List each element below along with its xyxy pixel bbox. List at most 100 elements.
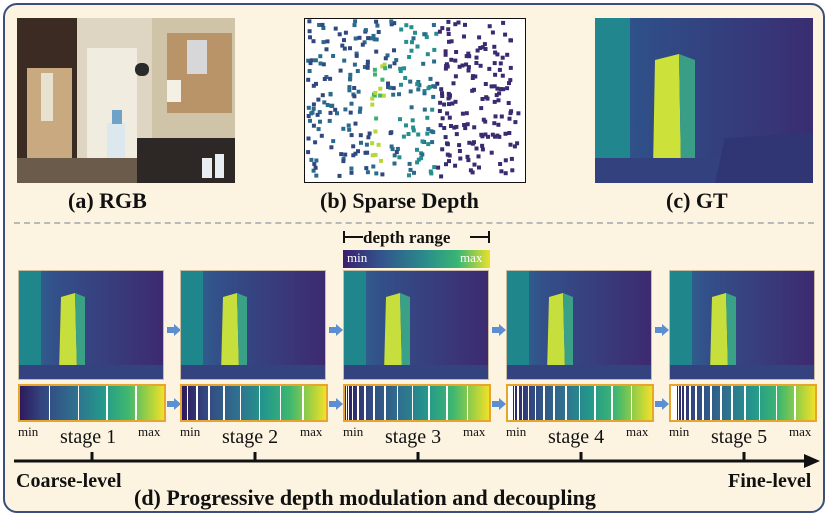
sparse-depth-point [388, 64, 392, 69]
sparse-depth-point [409, 25, 414, 30]
sparse-depth-point [342, 58, 347, 63]
sparse-depth-point [493, 72, 498, 77]
sparse-depth-point [445, 111, 450, 116]
sparse-depth-point [404, 39, 409, 44]
sparse-depth-point [319, 133, 324, 138]
sparse-depth-point [306, 58, 311, 63]
depth-range-label: depth range [363, 228, 451, 247]
stage-2-max-label: max [300, 424, 323, 439]
stage-2-min-label: min [180, 424, 201, 439]
sparse-depth-point [366, 36, 371, 41]
sparse-depth-point [433, 84, 438, 89]
sparse-depth-point [493, 114, 498, 119]
sparse-depth-point [416, 80, 421, 84]
sparse-depth-point [483, 82, 488, 86]
sparse-depth-point [307, 19, 312, 24]
fine-level-label: Fine-level [728, 470, 812, 492]
sparse-depth-point [507, 116, 512, 121]
sparse-depth-point [477, 165, 481, 170]
bin-boundary [446, 386, 448, 420]
depth-range-colorbar [343, 250, 490, 268]
gt-caption: (c) GT [666, 188, 728, 213]
sparse-depth-point [313, 58, 318, 63]
stage-3-max-label: max [463, 424, 486, 439]
sparse-depth-point [499, 114, 504, 119]
bin-boundary [428, 386, 430, 420]
sparse-depth-point [464, 54, 469, 59]
sparse-depth-point [365, 170, 370, 175]
sparse-depth-point [313, 165, 318, 170]
depth-range-max: max [460, 250, 483, 265]
sparse-depth-point [512, 144, 517, 149]
sparse-depth-point [450, 101, 455, 106]
sparse-depth-point [440, 91, 444, 96]
sparse-depth-point [454, 124, 459, 129]
stage-1-label: stage 1 [60, 426, 117, 448]
sparse-depth-point [464, 111, 469, 116]
sparse-depth-point [453, 163, 458, 168]
sparse-depth-point [320, 93, 325, 98]
sparse-depth-point [359, 140, 363, 145]
bin-boundary [411, 386, 414, 420]
sparse-depth-point [443, 52, 448, 57]
sparse-depth-point [360, 42, 365, 47]
sparse-depth-point [454, 50, 459, 54]
sparse-depth-image [304, 18, 526, 183]
sparse-depth-point [466, 65, 471, 70]
sparse-depth-point [342, 38, 346, 43]
sparse-depth-point [489, 150, 494, 155]
sparse-depth-point [406, 132, 411, 136]
stage-4-label: stage 4 [548, 426, 605, 448]
sparse-depth-point [464, 62, 469, 67]
sparse-depth-point [383, 56, 388, 61]
sparse-depth-point [353, 19, 358, 24]
sparse-depth-point [365, 65, 370, 70]
stage-5-depth-map [669, 270, 815, 380]
sparse-depth-point [398, 69, 403, 73]
sparse-depth-point [428, 169, 433, 174]
sparse-depth-point [374, 37, 379, 42]
sparse-depth-point [389, 22, 394, 27]
bin-boundary [684, 386, 686, 420]
sparse-depth-point [309, 58, 314, 63]
sparse-depth-point [308, 61, 313, 66]
stage-2-depth-bins [180, 384, 328, 422]
sparse-depth-point [395, 146, 400, 151]
sparse-depth-point [322, 100, 327, 105]
stage-4-depth-map [506, 270, 652, 380]
sparse-depth-point [407, 173, 411, 178]
sparse-depth-point [470, 76, 475, 80]
sparse-depth-point [415, 160, 420, 165]
sparse-depth-point [349, 133, 354, 138]
sparse-depth-point [513, 120, 518, 125]
sparse-depth-point [335, 111, 339, 116]
bin-boundary [302, 386, 304, 420]
sparse-depth-point [425, 131, 430, 136]
bin-boundary [223, 386, 225, 420]
sparse-depth-point [465, 122, 470, 127]
stage-5-depth-bins [669, 384, 817, 422]
sparse-depth-point [404, 123, 408, 128]
sparse-depth-point [490, 132, 495, 137]
sparse-depth-point [371, 33, 376, 38]
sparse-depth-point [329, 104, 334, 108]
sparse-depth-point [327, 118, 332, 123]
sparse-depth-point [475, 48, 480, 53]
sparse-depth-point [314, 81, 318, 86]
sparse-depth-point [331, 139, 336, 144]
sparse-depth-point [328, 91, 333, 96]
sparse-depth-point [401, 134, 406, 139]
bin-boundary [351, 386, 354, 420]
sparse-depth-point [307, 69, 312, 73]
sparse-depth-point [456, 20, 461, 25]
sparse-depth-point [420, 139, 425, 144]
bin-boundary [373, 386, 375, 420]
sparse-depth-point [490, 30, 495, 35]
stage-arrow-icon [329, 398, 343, 410]
sparse-depth-point [438, 100, 443, 105]
sparse-depth-point [306, 105, 311, 110]
sparse-depth-point [308, 118, 312, 123]
sparse-depth-point [353, 151, 358, 156]
sparse-depth-point [460, 111, 465, 116]
sparse-depth-point [306, 114, 311, 118]
